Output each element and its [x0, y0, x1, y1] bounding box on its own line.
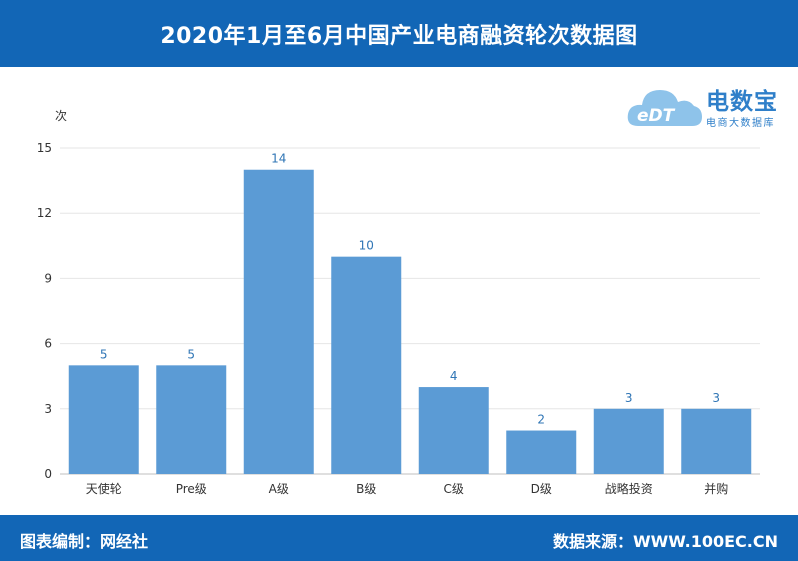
x-tick-label: 战略投资 — [605, 481, 653, 496]
logo-brand-text: 电数宝 — [706, 89, 778, 115]
data-label: 3 — [625, 391, 633, 405]
y-tick-label: 15 — [37, 141, 52, 155]
bar — [506, 430, 577, 474]
bar-chart: 次 0 3 6 9 12 15 5 天使轮 5 Pre级 14 A级 10 B级 4 C级 2 D级 3 战略投资 3 并… — [37, 109, 760, 496]
data-label: 3 — [712, 391, 720, 405]
bar — [68, 365, 139, 474]
x-tick-label: Pre级 — [176, 482, 207, 496]
x-tick-label: D级 — [531, 482, 552, 496]
data-label: 2 — [537, 413, 545, 427]
logo-subtitle-text: 电商大数据库 — [706, 118, 775, 129]
x-tick-label: A级 — [269, 482, 289, 496]
footer-bar: 图表编制：网经社 数据来源：WWW.100EC.CN — [0, 515, 798, 561]
data-label: 4 — [450, 369, 458, 383]
bar — [418, 387, 489, 474]
logo-mark-text: eDT — [637, 106, 676, 126]
y-tick-label: 12 — [37, 206, 52, 220]
footer-data-source: 数据来源：WWW.100EC.CN — [552, 532, 778, 551]
y-tick-label: 9 — [44, 271, 52, 285]
bar — [681, 408, 752, 474]
x-tick-label: 天使轮 — [86, 481, 122, 496]
data-label: 14 — [271, 152, 286, 166]
brand-logo: eDT 电数宝 电商大数据库 — [626, 74, 791, 134]
data-label: 10 — [359, 239, 374, 253]
y-axis-unit-label: 次 — [55, 109, 67, 123]
bar — [593, 408, 664, 474]
x-tick-label: C级 — [444, 482, 464, 496]
chart-title: 2020年1月至6月中国产业电商融资轮次数据图 — [160, 23, 638, 49]
x-tick-label: 并购 — [704, 481, 728, 496]
data-label: 5 — [100, 347, 108, 361]
y-tick-label: 3 — [44, 402, 52, 416]
header-bar: 2020年1月至6月中国产业电商融资轮次数据图 — [0, 0, 798, 67]
bar — [243, 169, 314, 474]
footer-source-credit: 图表编制：网经社 — [20, 532, 149, 551]
y-tick-label: 6 — [44, 337, 52, 351]
x-tick-label: B级 — [356, 482, 376, 496]
y-tick-label: 0 — [44, 467, 52, 481]
bar — [156, 365, 227, 474]
bar — [331, 256, 402, 474]
cloud-logo-icon: eDT — [627, 90, 702, 126]
data-label: 5 — [187, 347, 195, 361]
